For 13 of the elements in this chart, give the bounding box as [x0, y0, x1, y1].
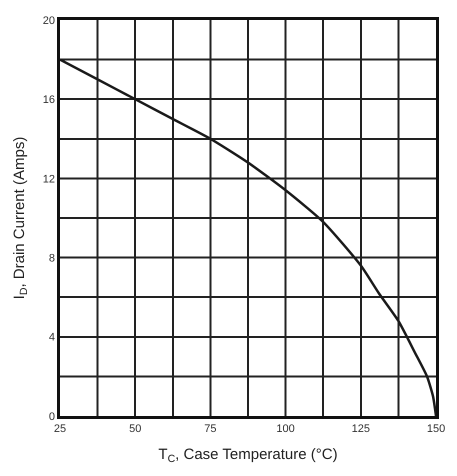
y-tick-label: 12: [42, 173, 56, 186]
y-tick-label: 0: [48, 410, 56, 423]
x-tick-label: 75: [204, 422, 217, 435]
y-tick-label: 16: [42, 94, 56, 106]
x-tick-label: 150: [426, 422, 446, 435]
y-tick-label: 20: [42, 14, 56, 27]
y-tick-label: 8: [48, 252, 56, 264]
x-tick-label: 50: [129, 422, 142, 435]
x-axis-title: T$_{C}$, Case Temperature (°C): [158, 446, 338, 466]
x-tick-label: 125: [352, 422, 370, 435]
x-tick-label: 25: [54, 422, 66, 435]
x-tick-label: 100: [276, 422, 295, 435]
y-tick-label: 4: [48, 332, 56, 344]
